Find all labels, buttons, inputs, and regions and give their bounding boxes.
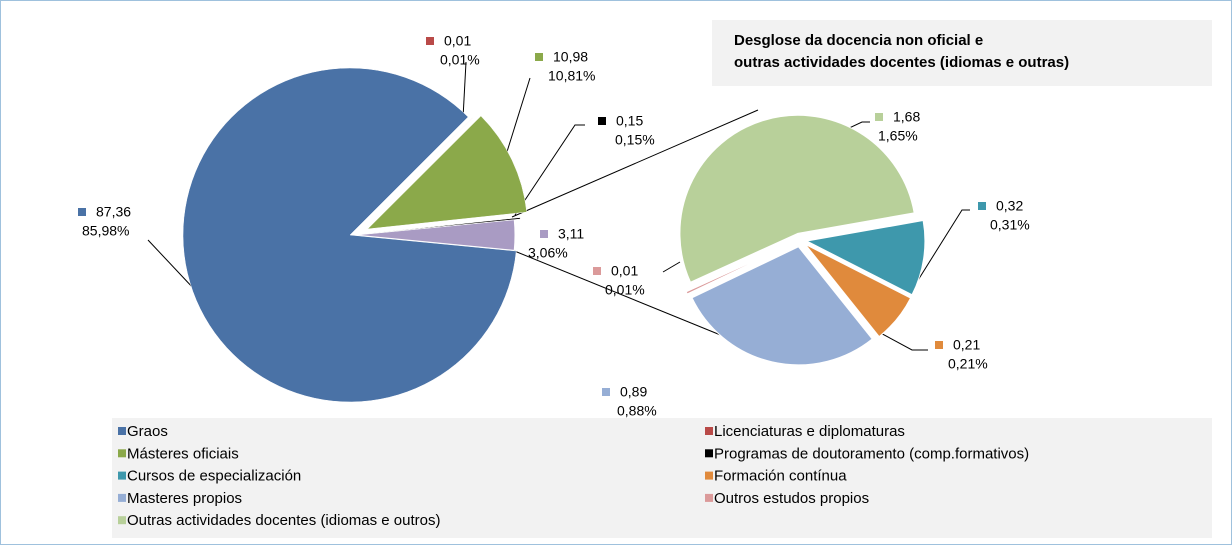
data-label: 0,01: [611, 263, 638, 279]
data-label: 0,88%: [617, 403, 657, 419]
legend-label: Outras actividades docentes (idiomas e o…: [127, 512, 440, 529]
data-label: 0,31%: [990, 217, 1030, 233]
leaders: [147, 61, 970, 351]
leader-line: [505, 77, 531, 156]
leader-line: [462, 61, 467, 119]
leader-line: [147, 239, 196, 291]
legend-label: Outros estudos propios: [714, 490, 869, 507]
pie-slice: [805, 243, 912, 338]
legend-swatch: [118, 427, 126, 435]
data-label: 0,89: [620, 384, 647, 400]
legend-swatch: [118, 493, 126, 502]
title-box: [712, 20, 1212, 86]
data-label: 0,21: [953, 337, 980, 353]
legend-swatch: [118, 449, 126, 458]
data-label: 87,36: [96, 204, 131, 220]
data-label: 0,32: [996, 198, 1023, 214]
data-label: 10,81%: [548, 68, 595, 84]
data-label: 0,15%: [615, 132, 655, 148]
leader-line: [662, 261, 681, 273]
legend-label: Másteres oficiais: [127, 445, 239, 462]
legend-label: Licenciaturas e diplomaturas: [714, 423, 905, 440]
label-swatch: [78, 208, 86, 216]
legend-label: Graos: [127, 423, 168, 440]
leader-line: [514, 124, 585, 216]
connectors: [511, 109, 759, 346]
pie-slice: [360, 217, 521, 235]
legend-swatch: [705, 427, 713, 435]
data-label: 0,01: [444, 33, 471, 49]
label-swatch: [875, 113, 883, 121]
data-label: 10,98: [553, 49, 588, 65]
legend-label: Masteres propios: [127, 490, 242, 507]
label-swatch: [935, 341, 943, 349]
pie-slice: [679, 114, 915, 283]
label-swatch: [602, 388, 610, 396]
data-label: 0,15: [616, 113, 643, 129]
pie-slice: [366, 115, 528, 230]
label-swatch: [593, 267, 601, 275]
data-label: 1,65%: [878, 128, 918, 144]
pie-slice: [805, 219, 926, 296]
label-swatch: [598, 117, 606, 125]
pie-slice: [691, 246, 873, 366]
legend-label: Cursos de especialización: [127, 468, 301, 485]
title-line: outras actividades docentes (idiomas e o…: [734, 54, 1069, 71]
legend-swatch: [705, 471, 713, 480]
leader-line: [914, 209, 970, 286]
connector: [511, 109, 759, 218]
legend-swatch: [118, 516, 126, 525]
legend-swatch: [705, 493, 713, 502]
legend-label: Programas de doutoramento (comp.formativ…: [714, 445, 1029, 462]
pie-slice: [685, 242, 794, 295]
chart-title: Desglose da docencia non oficial e outras…: [734, 32, 1069, 71]
label-swatch: [535, 53, 543, 61]
legend-swatch: [705, 449, 713, 458]
legend-box: [112, 418, 1212, 538]
label-swatch: [426, 37, 434, 45]
data-label: 0,01%: [605, 282, 645, 298]
data-label: 3,06%: [528, 245, 568, 261]
pie-slice: [359, 117, 473, 231]
data-label: 85,98%: [82, 223, 129, 239]
label-swatch: [540, 230, 548, 238]
pie-slice: [182, 67, 517, 403]
connector: [511, 249, 746, 346]
title-line: Desglose da docencia non oficial e: [734, 32, 983, 49]
data-label: 0,01%: [440, 52, 480, 68]
leader-line: [874, 329, 928, 351]
legend-label: Formación contínua: [714, 468, 847, 485]
label-swatch: [978, 202, 986, 210]
legend-swatch: [118, 471, 126, 480]
data-label: 1,68: [893, 109, 920, 125]
data-label: 3,11: [558, 226, 584, 242]
data-label: 0,21%: [948, 356, 988, 372]
